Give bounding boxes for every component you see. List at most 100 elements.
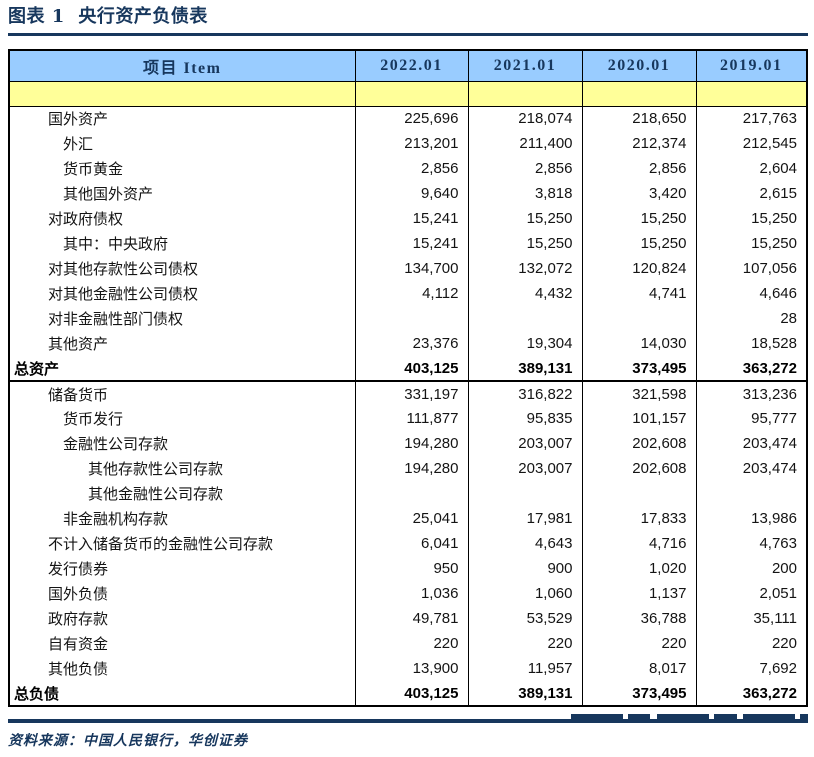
cell-value: [354, 306, 469, 331]
table-row: 非金融机构存款 25,041 17,981 17,833 13,986: [8, 506, 808, 531]
cell-value: [467, 306, 583, 331]
cell-value: 49,781: [354, 606, 469, 631]
row-label: 总负债: [8, 681, 356, 706]
cell-value: 363,272: [695, 356, 808, 382]
cell-value: 15,250: [467, 231, 583, 256]
cell-value: 363,272: [695, 681, 808, 706]
row-label: 货币发行: [8, 406, 356, 431]
cell-value: 28: [695, 306, 808, 331]
cell-value: 218,650: [581, 106, 697, 131]
cell-value: 111,877: [354, 406, 469, 431]
table-row: 其他存款性公司存款 194,280 203,007 202,608 203,474: [8, 456, 808, 481]
column-header-2019: 2019.01: [695, 50, 808, 82]
row-label: 外汇: [8, 131, 356, 156]
cell-value: 95,835: [467, 406, 583, 431]
cell-value: 8,017: [581, 656, 697, 681]
cell-value: 25,041: [354, 506, 469, 531]
cell-value: 17,981: [467, 506, 583, 531]
table-row: 货币发行 111,877 95,835 101,157 95,777: [8, 406, 808, 431]
cell-value: 134,700: [354, 256, 469, 281]
cell-value: 1,137: [581, 581, 697, 606]
cell-value: 331,197: [354, 381, 469, 406]
row-label: 其中：中央政府: [8, 231, 356, 256]
cell-value: 15,250: [581, 231, 697, 256]
cell-value: 1,060: [467, 581, 583, 606]
table-row: 自有资金 220 220 220 220: [8, 631, 808, 656]
cell-value: 1,020: [581, 556, 697, 581]
cell-value: 389,131: [467, 356, 583, 382]
table-row: 金融性公司存款 194,280 203,007 202,608 203,474: [8, 431, 808, 456]
cell-value: 225,696: [354, 106, 469, 131]
cell-value: 203,007: [467, 456, 583, 481]
cell-value: 9,640: [354, 181, 469, 206]
row-label: 自有资金: [8, 631, 356, 656]
column-header-2022: 2022.01: [354, 50, 469, 82]
table-row: 其他金融性公司存款: [8, 481, 808, 506]
cell-value: 202,608: [581, 456, 697, 481]
subheader-cell: [354, 81, 469, 107]
cell-value: 4,112: [354, 281, 469, 306]
cell-value: [581, 306, 697, 331]
subheader-cell: [695, 81, 808, 107]
cell-value: 2,856: [467, 156, 583, 181]
cell-value: 13,900: [354, 656, 469, 681]
table-row: 外汇 213,201 211,400 212,374 212,545: [8, 131, 808, 156]
column-header-2021: 2021.01: [467, 50, 583, 82]
table-row: 总负债 403,125 389,131 373,495 363,272: [8, 681, 808, 706]
clipped-text-fragment: [571, 714, 808, 720]
cell-value: 220: [467, 631, 583, 656]
cell-value: 15,250: [695, 206, 808, 231]
table-row: 国外资产 225,696 218,074 218,650 217,763: [8, 106, 808, 131]
row-label: 发行债券: [8, 556, 356, 581]
column-header-item: 项目 Item: [8, 50, 356, 82]
cell-value: 6,041: [354, 531, 469, 556]
row-label: 其他金融性公司存款: [8, 481, 356, 506]
table-row: 不计入储备货币的金融性公司存款 6,041 4,643 4,716 4,763: [8, 531, 808, 556]
cell-value: 211,400: [467, 131, 583, 156]
title-rule: [8, 33, 808, 36]
cell-value: 203,007: [467, 431, 583, 456]
cell-value: 194,280: [354, 456, 469, 481]
cell-value: 1,036: [354, 581, 469, 606]
table-row: 对政府债权 15,241 15,250 15,250 15,250: [8, 206, 808, 231]
cell-value: 220: [581, 631, 697, 656]
cell-value: 389,131: [467, 681, 583, 706]
row-label: 对非金融性部门债权: [8, 306, 356, 331]
table-row: 其他国外资产 9,640 3,818 3,420 2,615: [8, 181, 808, 206]
subheader-cell: [581, 81, 697, 107]
cell-value: 4,763: [695, 531, 808, 556]
cell-value: 4,643: [467, 531, 583, 556]
cell-value: 202,608: [581, 431, 697, 456]
cell-value: 212,545: [695, 131, 808, 156]
cell-value: 200: [695, 556, 808, 581]
cell-value: 900: [467, 556, 583, 581]
cell-value: 321,598: [581, 381, 697, 406]
table-row: 储备货币 331,197 316,822 321,598 313,236: [8, 381, 808, 406]
cell-value: 101,157: [581, 406, 697, 431]
table-row: 对其他存款性公司债权 134,700 132,072 120,824 107,056: [8, 256, 808, 281]
table-row: 发行债券 950 900 1,020 200: [8, 556, 808, 581]
row-label: 不计入储备货币的金融性公司存款: [8, 531, 356, 556]
cell-value: 95,777: [695, 406, 808, 431]
row-label: 总资产: [8, 356, 356, 382]
row-label: 国外资产: [8, 106, 356, 131]
table-row: 其他资产 23,376 19,304 14,030 18,528: [8, 331, 808, 356]
table-row: 对其他金融性公司债权 4,112 4,432 4,741 4,646: [8, 281, 808, 306]
table-row: 政府存款 49,781 53,529 36,788 35,111: [8, 606, 808, 631]
cell-value: 19,304: [467, 331, 583, 356]
cell-value: 7,692: [695, 656, 808, 681]
column-header-2020: 2020.01: [581, 50, 697, 82]
row-label: 其他存款性公司存款: [8, 456, 356, 481]
cell-value: 950: [354, 556, 469, 581]
cell-value: 3,420: [581, 181, 697, 206]
row-label: 对其他存款性公司债权: [8, 256, 356, 281]
cell-value: 13,986: [695, 506, 808, 531]
cell-value: 11,957: [467, 656, 583, 681]
footer: 资料来源：中国人民银行，华创证券: [8, 714, 808, 750]
row-label: 对政府债权: [8, 206, 356, 231]
cell-value: 194,280: [354, 431, 469, 456]
cell-value: 220: [354, 631, 469, 656]
cell-value: 4,432: [467, 281, 583, 306]
cell-value: 132,072: [467, 256, 583, 281]
